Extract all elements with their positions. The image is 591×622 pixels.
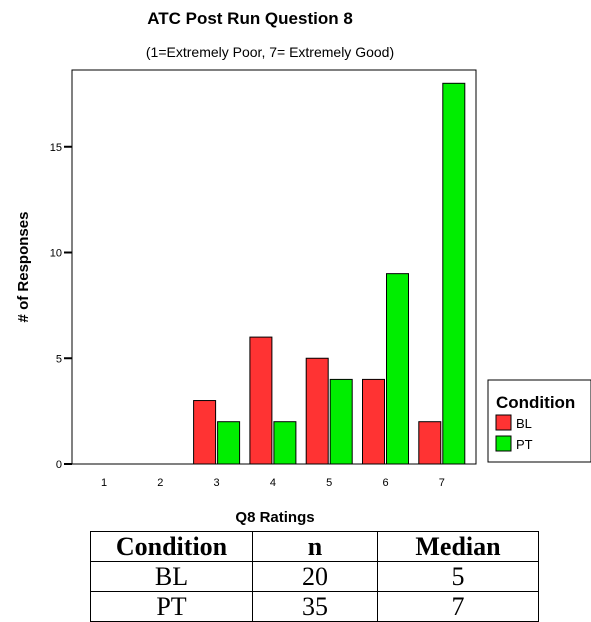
table-header-condition: Condition <box>90 531 253 562</box>
legend-swatch-pt <box>495 435 512 452</box>
bar-bl-4 <box>249 336 273 465</box>
table-header-n: n <box>252 531 378 562</box>
table-header-row: Condition n Median <box>90 531 539 562</box>
x-axis: 1 2 3 4 5 6 7 <box>101 477 445 489</box>
table-cell: 7 <box>377 591 539 622</box>
x-tick-label: 3 <box>214 477 220 489</box>
table-header-median: Median <box>377 531 539 562</box>
table-cell: 20 <box>252 561 378 592</box>
bar-pt-4 <box>273 421 297 465</box>
bars <box>193 82 466 465</box>
table-cell: 35 <box>252 591 378 622</box>
x-tick-label: 4 <box>270 477 276 489</box>
bar-bl-5 <box>305 357 329 465</box>
y-tick-label: 5 <box>56 353 62 365</box>
table-row: BL 20 5 <box>90 561 539 592</box>
bar-bl-7 <box>418 421 442 465</box>
stats-table: Condition n Median BL 20 5 PT 35 7 <box>90 531 539 622</box>
x-tick-label: 7 <box>439 477 445 489</box>
bar-pt-5 <box>329 378 353 465</box>
y-axis: 0 5 10 15 <box>50 142 72 471</box>
x-axis-label: Q8 Ratings <box>235 509 314 525</box>
legend-title: Condition <box>496 393 575 412</box>
bar-pt-7 <box>442 82 466 465</box>
y-tick-label: 15 <box>50 142 62 154</box>
table-cell: BL <box>90 561 253 592</box>
bar-pt-3 <box>217 421 241 465</box>
table-cell: PT <box>90 591 253 622</box>
chart-title: ATC Post Run Question 8 <box>147 9 353 28</box>
y-tick-label: 0 <box>56 459 62 471</box>
bar-bl-3 <box>193 400 217 465</box>
legend-swatch-bl <box>495 414 512 431</box>
x-tick-label: 5 <box>326 477 332 489</box>
legend-label-bl: BL <box>516 416 532 431</box>
bar-bl-6 <box>362 378 385 465</box>
bar-pt-6 <box>386 273 409 465</box>
legend: Condition BL PT <box>487 379 591 463</box>
legend-label-pt: PT <box>516 437 533 452</box>
x-tick-label: 1 <box>101 477 107 489</box>
chart-subtitle: (1=Extremely Poor, 7= Extremely Good) <box>146 44 394 60</box>
plot-area <box>71 69 477 465</box>
y-axis-label: # of Responses <box>15 212 32 323</box>
y-tick-label: 10 <box>50 248 62 260</box>
x-tick-label: 2 <box>157 477 163 489</box>
table-row: PT 35 7 <box>90 591 539 622</box>
table-cell: 5 <box>377 561 539 592</box>
bar-chart: ATC Post Run Question 8 (1=Extremely Poo… <box>15 9 591 525</box>
x-tick-label: 6 <box>382 477 388 489</box>
